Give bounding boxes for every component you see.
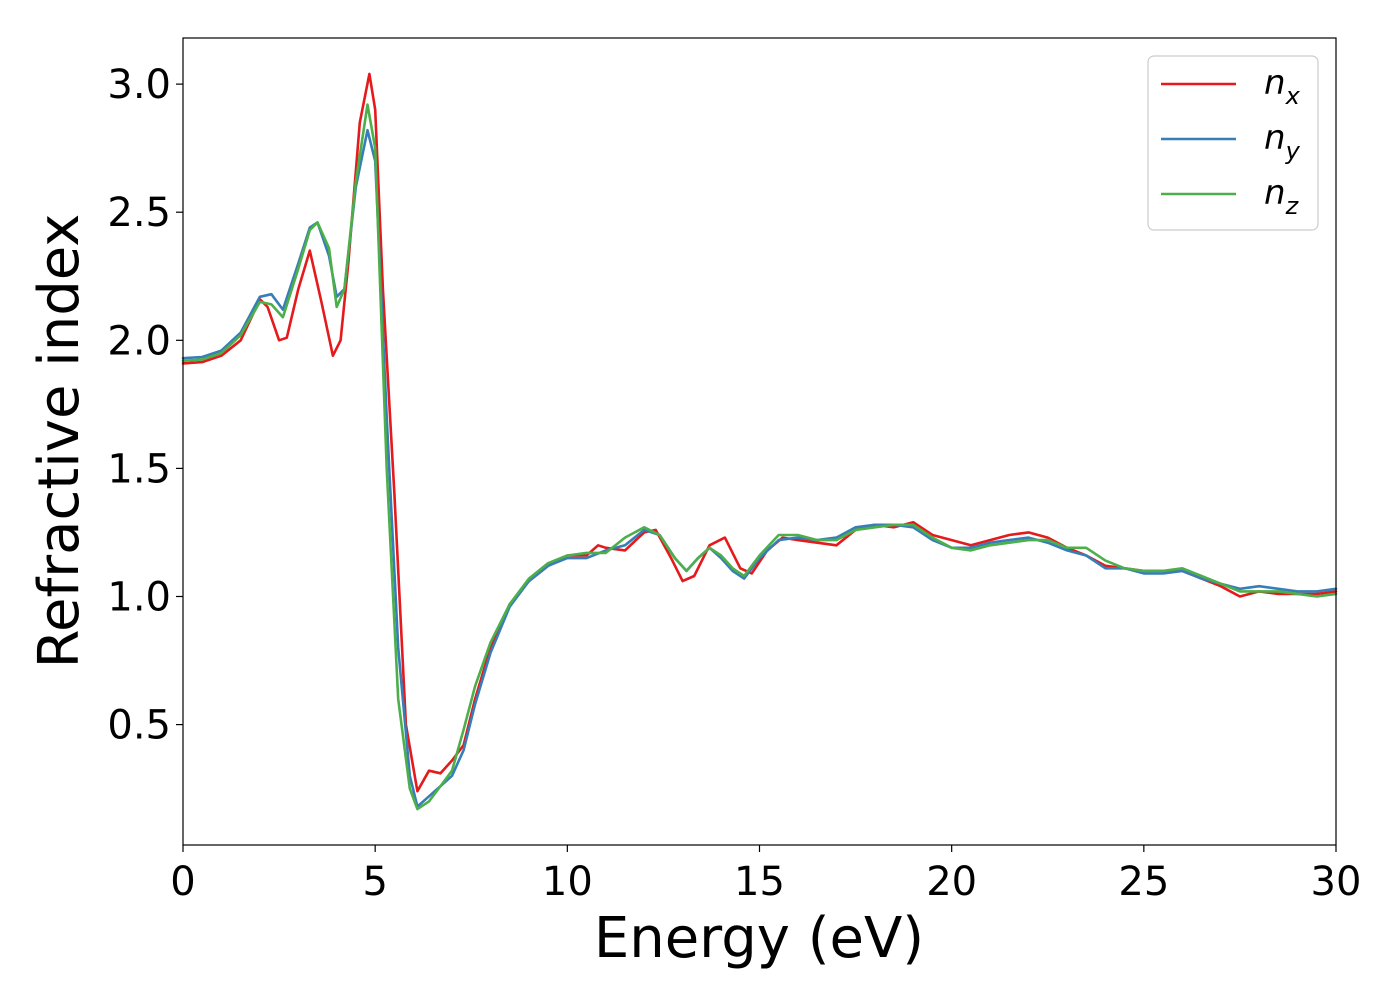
- x-axis-ticks: 0 5 10 15 20 25 30: [170, 845, 1361, 905]
- legend-label-base: n: [1264, 173, 1286, 213]
- x-tick-label: 10: [542, 859, 593, 905]
- x-tick-label: 15: [734, 859, 785, 905]
- legend-label-y: ny: [1264, 118, 1301, 165]
- x-axis-label: Energy (eV): [594, 906, 924, 971]
- y-tick-label: 3.0: [107, 62, 171, 108]
- x-tick-label: 0: [170, 859, 195, 905]
- x-tick-label: 5: [362, 859, 387, 905]
- legend-label-subscript: y: [1285, 137, 1301, 165]
- y-tick-label: 1.5: [107, 446, 171, 492]
- y-tick-label: 1.0: [107, 574, 171, 620]
- legend-label-base: n: [1264, 63, 1286, 103]
- series-layer: [181, 72, 1338, 811]
- legend-label-subscript: z: [1285, 192, 1300, 220]
- y-tick-label: 2.5: [107, 190, 171, 236]
- legend-label-subscript: x: [1285, 82, 1301, 110]
- legend-box: [1147, 55, 1319, 231]
- series-line-z: [181, 103, 1338, 811]
- series-line-x: [181, 72, 1338, 793]
- x-tick-label: 20: [926, 859, 977, 905]
- y-axis-label: Refractive index: [27, 214, 92, 669]
- x-tick-label: 25: [1118, 859, 1169, 905]
- y-axis-ticks: 0.5 1.0 1.5 2.0 2.5 3.0: [107, 62, 183, 749]
- y-tick-label: 2.0: [107, 318, 171, 364]
- y-tick-label: 0.5: [107, 703, 171, 749]
- legend-label-x: nx: [1264, 63, 1301, 110]
- x-tick-label: 30: [1311, 859, 1362, 905]
- legend-label-base: n: [1264, 118, 1286, 158]
- legend-label-z: nz: [1264, 173, 1300, 220]
